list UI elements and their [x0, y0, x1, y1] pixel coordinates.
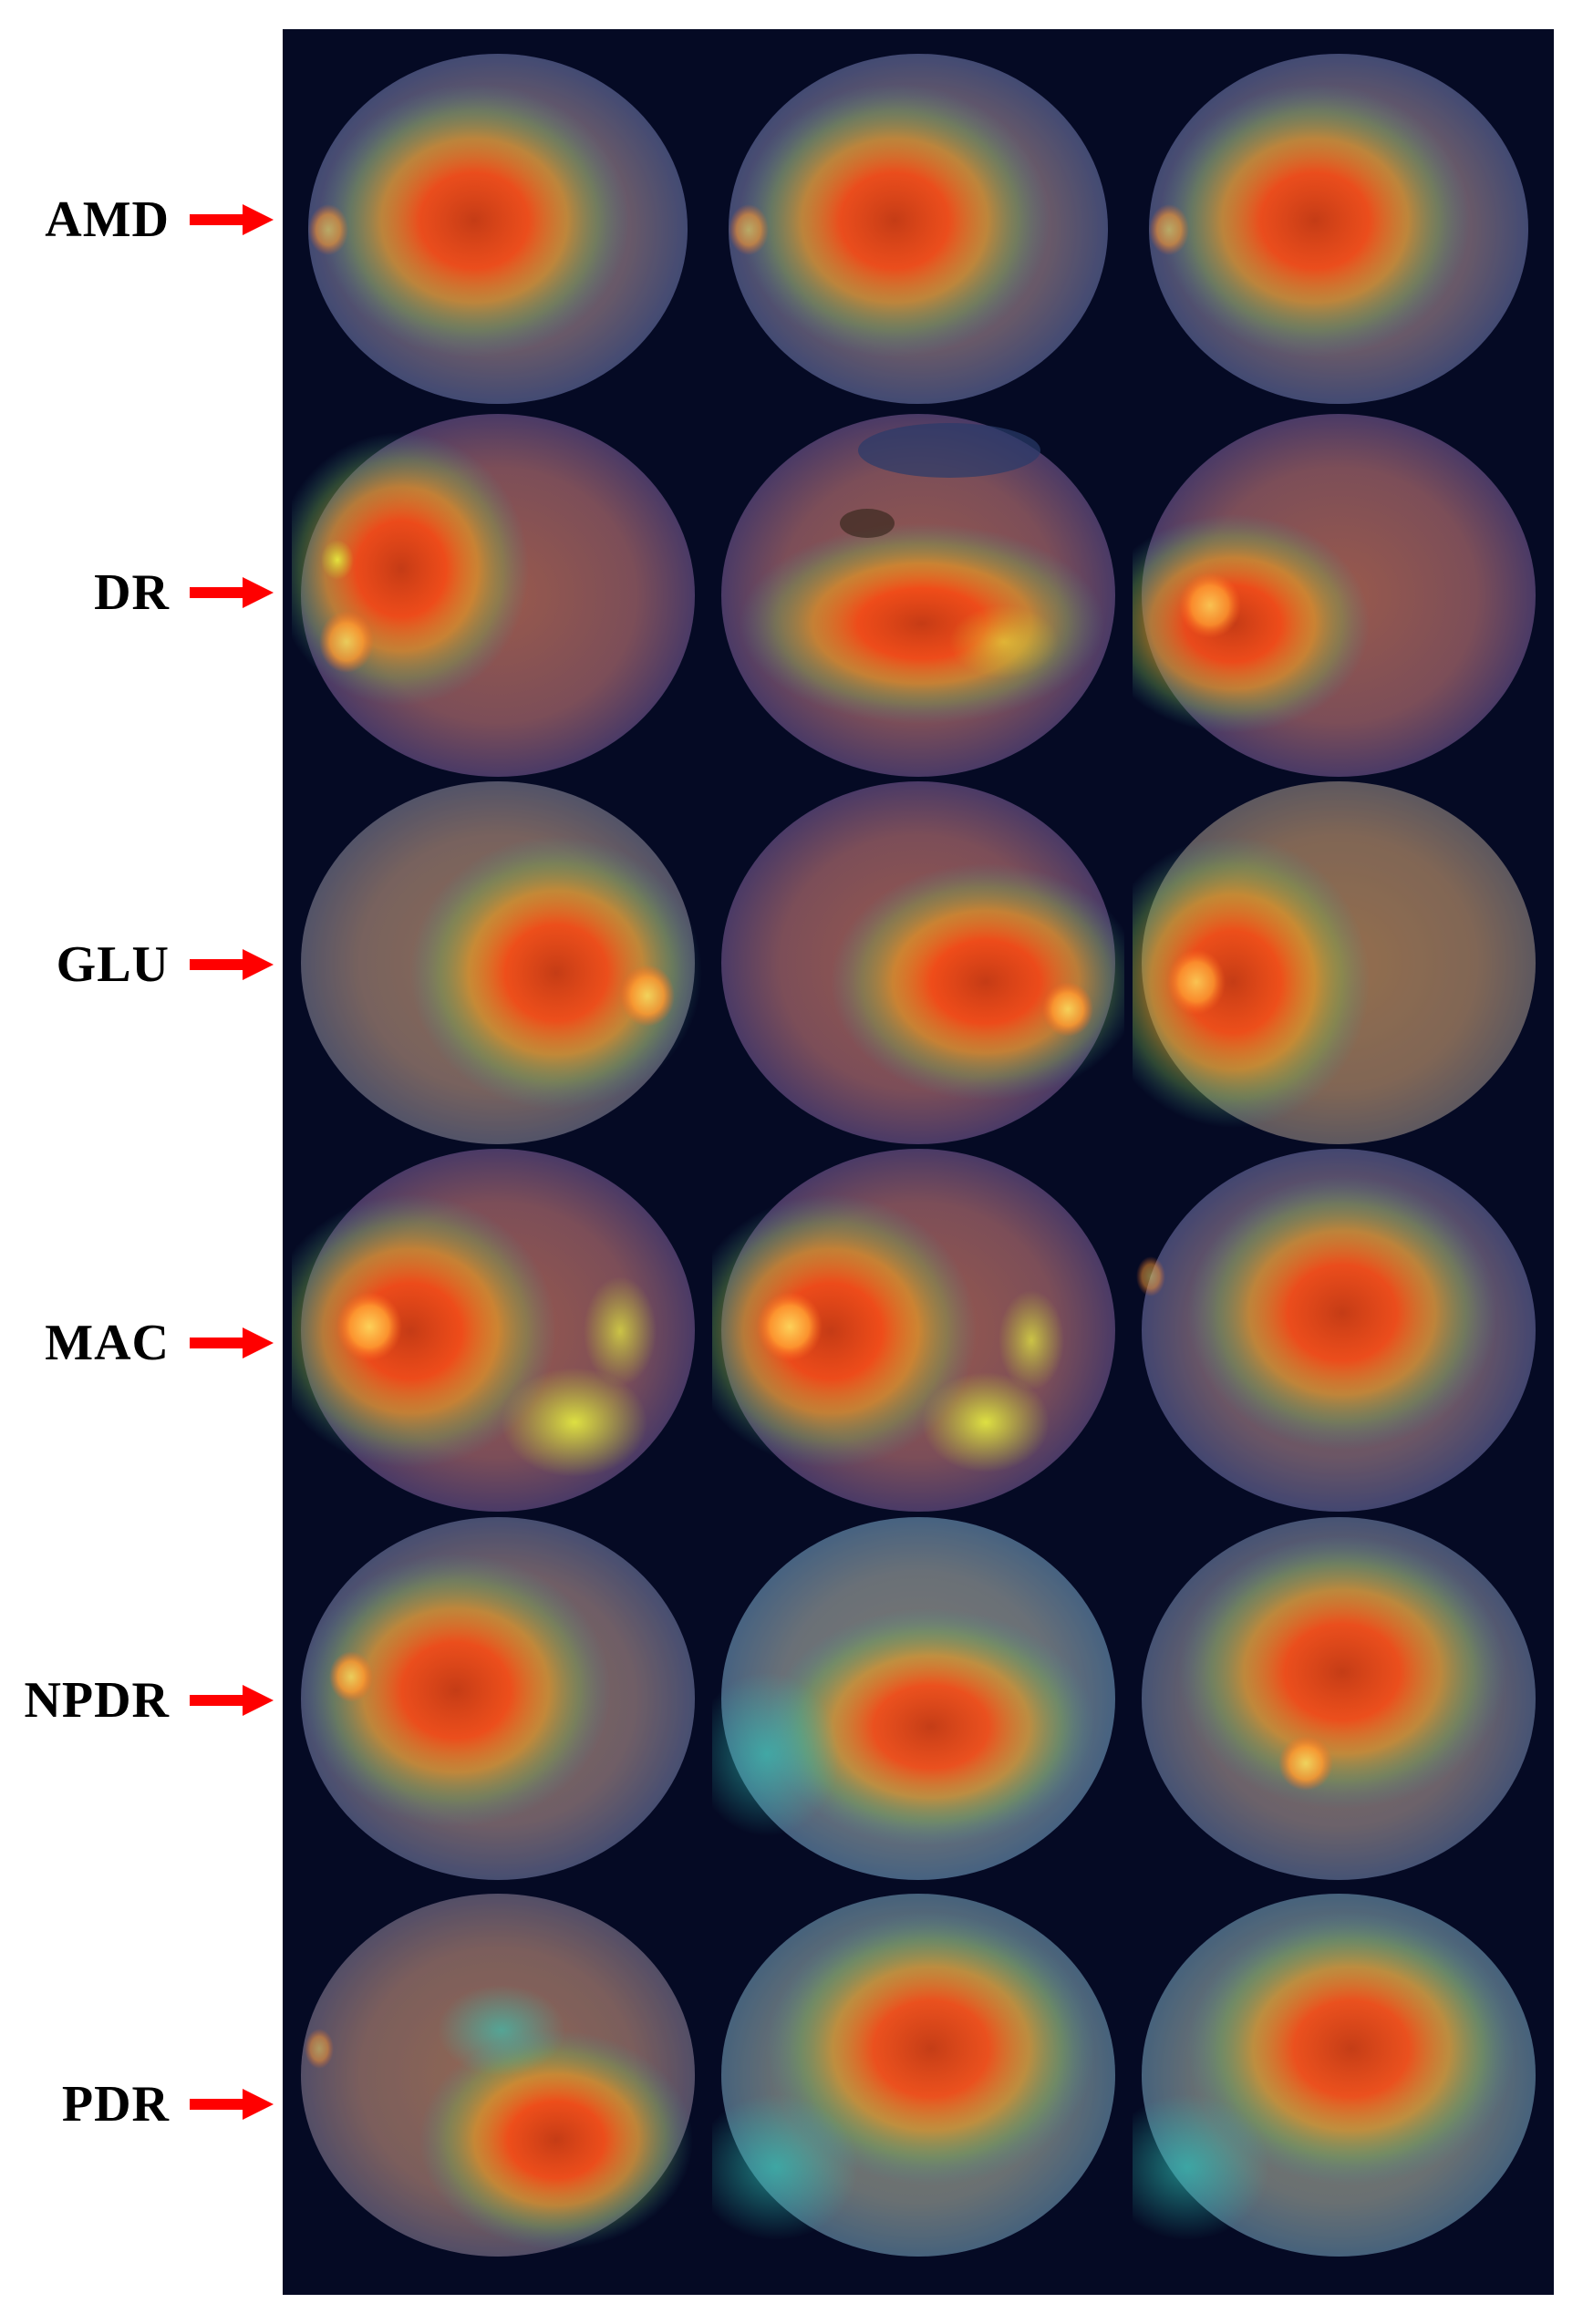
fundus-heatmap [712, 1517, 1124, 1880]
row-label-glu: GLU [0, 910, 274, 1019]
label-dr: DR [94, 564, 170, 621]
red-arrow-icon [190, 2089, 274, 2120]
fundus-heatmap [292, 781, 704, 1144]
fundus-heatmap [712, 47, 1124, 410]
red-arrow-icon [190, 1685, 274, 1716]
fundus-heatmap [1133, 781, 1545, 1144]
row-label-dr: DR [0, 538, 274, 647]
fundus-heatmap [1133, 1149, 1545, 1512]
fundus-heatmap [712, 781, 1124, 1144]
red-arrow-icon [190, 204, 274, 235]
fundus-heatmap [292, 414, 704, 777]
fundus-heatmap [292, 1894, 704, 2257]
label-mac: MAC [45, 1315, 170, 1371]
heatmap-panel [283, 29, 1554, 2295]
fundus-heatmap [292, 47, 704, 410]
red-arrow-icon [190, 949, 274, 980]
fundus-heatmap [712, 414, 1124, 777]
row-label-mac: MAC [0, 1288, 274, 1398]
fundus-heatmap [1133, 414, 1545, 777]
row-label-npdr: NPDR [0, 1646, 274, 1755]
red-arrow-icon [190, 1327, 274, 1358]
fundus-heatmap [292, 1149, 704, 1512]
red-arrow-icon [190, 577, 274, 608]
fundus-heatmap [712, 1894, 1124, 2257]
row-label-amd: AMD [0, 165, 274, 274]
fundus-heatmap [712, 1149, 1124, 1512]
label-amd: AMD [45, 191, 170, 248]
fundus-heatmap [1133, 1894, 1545, 2257]
label-npdr: NPDR [24, 1672, 170, 1729]
fundus-heatmap [1133, 1517, 1545, 1880]
fundus-heatmap [1133, 47, 1545, 410]
label-pdr: PDR [61, 2076, 170, 2133]
label-glu: GLU [56, 936, 170, 993]
row-label-pdr: PDR [0, 2050, 274, 2159]
fundus-heatmap [292, 1517, 704, 1880]
